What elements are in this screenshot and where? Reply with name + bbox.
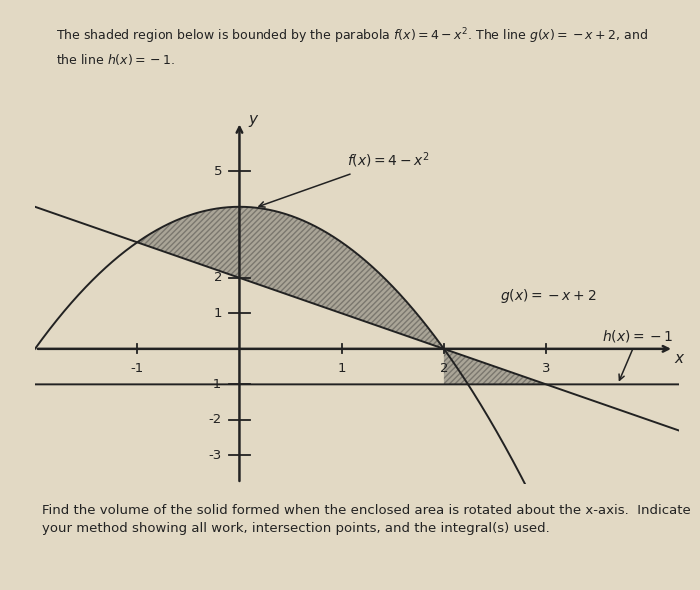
Text: x: x bbox=[675, 351, 683, 366]
Text: 1: 1 bbox=[214, 307, 222, 320]
Text: 3: 3 bbox=[542, 362, 550, 375]
Text: $g(x) = -x+2$: $g(x) = -x+2$ bbox=[500, 287, 596, 304]
Text: -2: -2 bbox=[209, 414, 222, 427]
Text: -3: -3 bbox=[209, 449, 222, 462]
Text: -1: -1 bbox=[209, 378, 222, 391]
Text: -1: -1 bbox=[131, 362, 144, 375]
Text: 5: 5 bbox=[214, 165, 222, 178]
Text: $h(x) = -1$: $h(x) = -1$ bbox=[602, 329, 674, 380]
Text: The shaded region below is bounded by the parabola $f(x)=4-x^2$. The line $g(x)=: The shaded region below is bounded by th… bbox=[56, 27, 648, 67]
Text: 2: 2 bbox=[214, 271, 222, 284]
Text: 1: 1 bbox=[337, 362, 346, 375]
Text: y: y bbox=[248, 112, 257, 127]
Text: 2: 2 bbox=[440, 362, 448, 375]
Text: $f(x) = 4-x^2$: $f(x) = 4-x^2$ bbox=[259, 151, 430, 207]
Text: Find the volume of the solid formed when the enclosed area is rotated about the : Find the volume of the solid formed when… bbox=[42, 504, 691, 536]
